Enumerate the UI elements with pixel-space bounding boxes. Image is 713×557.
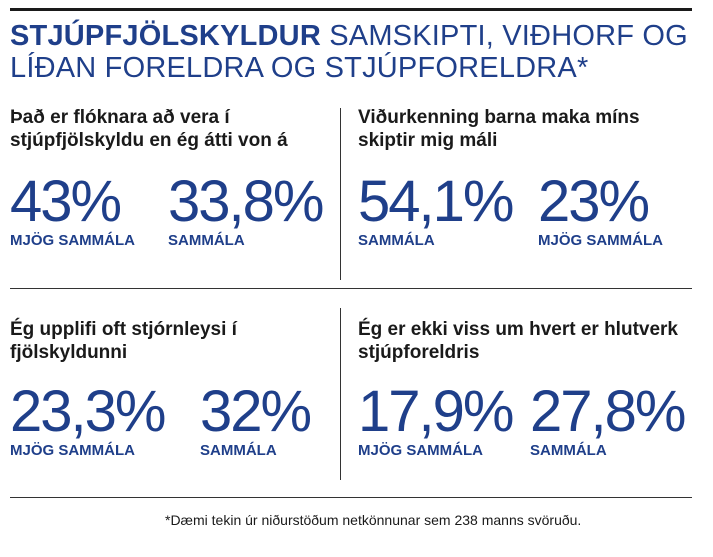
stat-value: 27,8%: [530, 379, 686, 444]
stat-value: 23,3%: [10, 379, 166, 444]
panel-3-stat-1: 23,3% MJÖG SAMMÁLA: [10, 379, 166, 460]
headline-bold: Stjúpfjölskyldur: [10, 20, 321, 52]
stat-label: SAMMÁLA: [200, 442, 277, 459]
panel-3-question: Ég upplifi oft stjórnleysi í fjölskyldun…: [10, 319, 237, 363]
stat-label: MJÖG SAMMÁLA: [538, 232, 663, 249]
panel-3: Ég upplifi oft stjórnleysi í fjölskyldun…: [10, 318, 340, 364]
stat-value: 43%: [10, 169, 122, 234]
panel-3-stat-2: 32% SAMMÁLA: [200, 379, 312, 460]
panel-2-question: Viðurkenning barna maka míns skiptir mig…: [358, 107, 640, 151]
footnote: *Dæmi tekin úr niðurstöðum netkönnunar s…: [165, 512, 582, 528]
panel-1: Það er flóknara að vera í stjúpfjölskyld…: [10, 106, 340, 152]
horizontal-divider-middle: [10, 288, 692, 289]
stat-label: SAMMÁLA: [530, 442, 607, 459]
stat-value: 17,9%: [358, 379, 514, 444]
stat-value: 32%: [200, 379, 312, 444]
headline: Stjúpfjölskyldur samskipti, viðhorf og l…: [10, 20, 700, 84]
vertical-divider-top: [340, 108, 341, 280]
panel-2-stat-2: 23% MJÖG SAMMÁLA: [538, 172, 663, 250]
stat-label: MJÖG SAMMÁLA: [10, 442, 135, 459]
panel-1-question: Það er flóknara að vera í stjúpfjölskyld…: [10, 107, 288, 151]
stat-value: 54,1%: [358, 169, 514, 234]
stat-label: SAMMÁLA: [168, 232, 245, 249]
stat-label: SAMMÁLA: [358, 232, 435, 249]
stat-label: MJÖG SAMMÁLA: [358, 442, 483, 459]
panel-2: Viðurkenning barna maka míns skiptir mig…: [358, 106, 688, 152]
panel-4-stat-2: 27,8% SAMMÁLA: [530, 379, 686, 460]
stat-label: MJÖG SAMMÁLA: [10, 232, 135, 249]
stat-value: 23%: [538, 169, 650, 234]
panel-4-stat-1: 17,9% MJÖG SAMMÁLA: [358, 379, 514, 460]
top-rule: [10, 8, 692, 11]
panel-1-stat-2: 33,8% SAMMÁLA: [168, 169, 324, 250]
panel-1-stat-1: 43% MJÖG SAMMÁLA: [10, 172, 135, 250]
vertical-divider-bottom: [340, 308, 341, 480]
stat-value: 33,8%: [168, 169, 324, 234]
panel-4-question: Ég er ekki viss um hvert er hlutverk stj…: [358, 319, 678, 363]
panel-4: Ég er ekki viss um hvert er hlutverk stj…: [358, 318, 688, 364]
headline-rest: samskipti, viðhorf og líðan foreldra og …: [10, 20, 688, 84]
panel-2-stat-1: 54,1% SAMMÁLA: [358, 169, 514, 250]
horizontal-divider-bottom: [10, 497, 692, 498]
